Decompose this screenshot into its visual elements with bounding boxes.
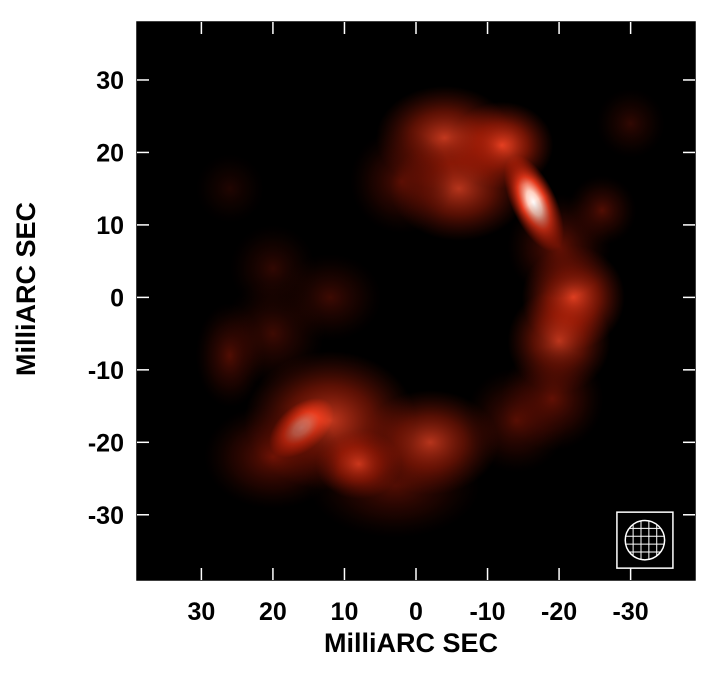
emission-component [195, 153, 265, 224]
emission-component [350, 129, 454, 234]
emission-component [464, 368, 568, 473]
y-tick-label: -30 [88, 502, 124, 530]
y-tick-label: 10 [96, 212, 124, 240]
x-tick-label: 10 [331, 598, 359, 626]
y-tick-label: 20 [96, 139, 124, 167]
axis-ticks [137, 22, 695, 580]
y-tick-label: -10 [88, 357, 124, 385]
tick-labels: 30 20 10 0 -10 -20 -30 30 20 10 0 -10 -20 -30 [88, 67, 649, 626]
beam-box [616, 511, 674, 569]
x-axis-title: MilliARC SEC [324, 628, 498, 658]
y-tick-label: 30 [96, 67, 124, 95]
beam-ellipse [624, 519, 666, 561]
emission-component [229, 224, 316, 312]
x-tick-label: 20 [259, 598, 287, 626]
beam-inset [616, 511, 674, 569]
x-tick-label: 0 [409, 598, 423, 626]
y-tick-label: 0 [110, 284, 124, 312]
emission-component [204, 404, 342, 509]
y-tick-label: -20 [88, 429, 124, 457]
y-axis-title: MilliARC SEC [11, 202, 41, 376]
emission-component [361, 390, 499, 495]
x-tick-label: -10 [469, 598, 505, 626]
emission-component [567, 175, 637, 246]
emission-map [195, 85, 665, 538]
x-tick-label: -30 [613, 598, 649, 626]
emission-component [596, 88, 665, 159]
x-tick-label: 30 [187, 598, 215, 626]
x-tick-label: -20 [541, 598, 577, 626]
